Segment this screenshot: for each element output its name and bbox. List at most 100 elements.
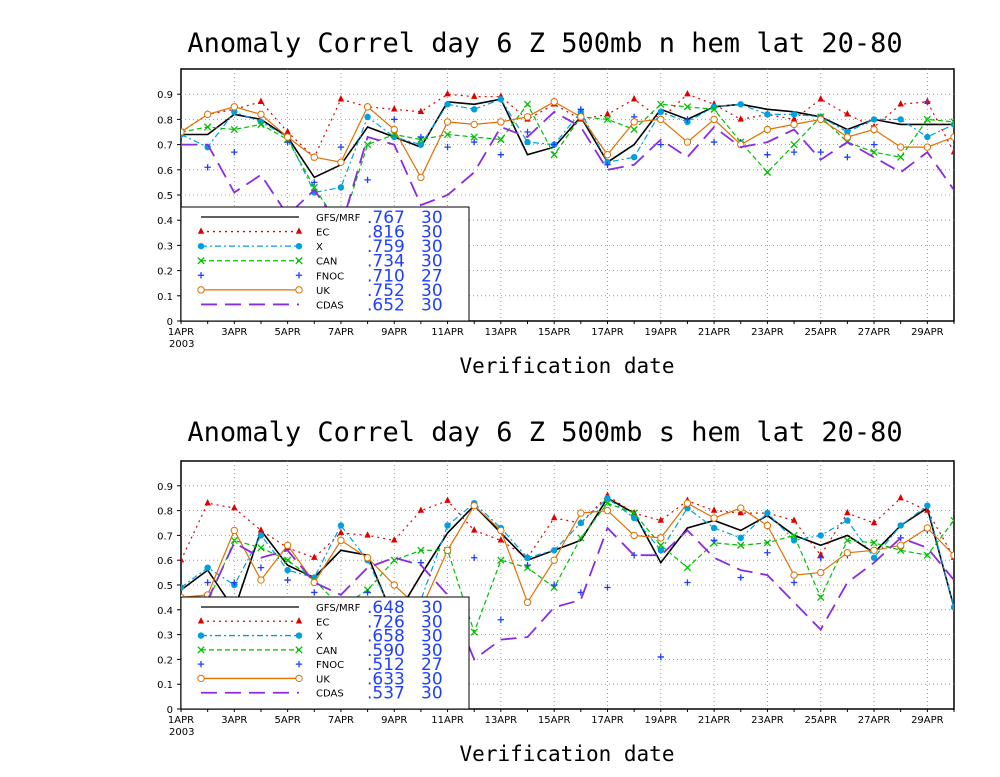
data-point — [550, 98, 558, 106]
data-point — [897, 100, 904, 107]
legend-label: FNOC — [316, 660, 344, 671]
y-tick-label: 0.8 — [157, 507, 173, 518]
data-point — [523, 100, 532, 108]
legend-count: 30 — [421, 669, 443, 689]
data-point — [257, 544, 265, 552]
data-point — [444, 496, 451, 503]
x-tick-label: 23APR — [751, 327, 784, 338]
data-point — [577, 509, 585, 517]
data-point — [737, 115, 744, 122]
data-point — [790, 571, 798, 579]
data-point — [950, 551, 954, 559]
data-point — [630, 95, 638, 102]
data-point — [363, 554, 372, 562]
data-point — [257, 576, 265, 584]
data-point — [923, 115, 932, 124]
data-point — [550, 513, 558, 521]
chart-title: Anomaly Correl day 6 Z 500mb s hem lat 2… — [187, 417, 902, 448]
y-tick-label: 0.9 — [157, 482, 173, 493]
data-point — [870, 518, 878, 526]
legend-count: 27 — [421, 266, 443, 286]
data-point — [524, 561, 531, 569]
y-tick-label: 0.3 — [157, 631, 173, 642]
data-point — [443, 130, 452, 139]
data-point — [390, 556, 398, 564]
data-point — [657, 547, 664, 554]
data-point — [524, 138, 531, 146]
series-gfs-mrf — [181, 98, 954, 179]
data-point — [577, 519, 585, 527]
data-point — [603, 150, 612, 159]
y-tick-label: 0.4 — [157, 606, 173, 617]
data-point — [310, 183, 318, 192]
data-point — [550, 581, 558, 589]
data-point — [603, 506, 612, 515]
series-line — [181, 526, 954, 661]
data-point — [364, 531, 371, 538]
legend-count: 30 — [421, 627, 443, 647]
y-tick-label: 0.3 — [157, 241, 173, 252]
data-point — [444, 90, 451, 97]
data-point — [657, 100, 665, 108]
data-point — [417, 107, 425, 115]
data-point — [630, 154, 638, 161]
x-year-label: 2003 — [169, 339, 194, 350]
data-point — [817, 568, 825, 577]
data-point — [417, 133, 425, 141]
data-point — [870, 539, 878, 547]
x-tick-label: 13APR — [485, 715, 518, 726]
x-tick-label: 3APR — [221, 715, 247, 726]
data-point — [550, 556, 558, 564]
data-point — [470, 501, 478, 510]
data-point — [470, 628, 478, 636]
data-point — [284, 566, 291, 574]
data-point — [684, 579, 691, 586]
data-point — [630, 125, 638, 134]
data-point — [417, 546, 425, 554]
series-uk — [181, 98, 954, 182]
data-point — [337, 536, 345, 545]
data-point — [684, 90, 691, 97]
data-point — [283, 541, 292, 550]
data-point — [763, 125, 772, 134]
legend-count: 30 — [421, 281, 443, 301]
legend-marker — [295, 272, 303, 279]
data-point — [844, 508, 851, 516]
legend-label: CAN — [316, 646, 337, 657]
data-point — [737, 504, 745, 512]
data-point — [630, 118, 638, 126]
data-point — [870, 141, 878, 148]
series-group — [181, 90, 954, 232]
legend-marker — [295, 674, 303, 683]
legend-count: 30 — [421, 295, 443, 315]
legend-label: CDAS — [316, 300, 344, 311]
data-point — [950, 133, 954, 141]
x-tick-label: 27APR — [858, 715, 891, 726]
data-point — [181, 128, 185, 136]
data-point — [311, 179, 318, 186]
data-point — [737, 534, 744, 542]
legend-count: 30 — [421, 641, 443, 661]
x-tick-label: 17APR — [591, 327, 624, 338]
legend-label: CAN — [316, 257, 337, 268]
data-point — [363, 140, 372, 149]
data-point — [763, 539, 772, 547]
data-point — [657, 108, 664, 116]
data-point — [657, 516, 664, 523]
data-point — [844, 110, 851, 117]
data-point — [630, 552, 638, 559]
data-point — [657, 115, 665, 124]
data-point — [843, 133, 852, 141]
data-point — [896, 143, 905, 151]
data-point — [181, 584, 185, 591]
data-point — [737, 574, 744, 581]
legend-marker — [197, 286, 205, 294]
data-point — [657, 534, 665, 542]
data-point — [817, 532, 824, 539]
data-point — [844, 154, 851, 161]
data-point — [391, 536, 398, 543]
data-point — [764, 111, 771, 118]
data-point — [417, 506, 425, 513]
data-point — [497, 151, 505, 158]
legend-marker — [197, 242, 205, 250]
